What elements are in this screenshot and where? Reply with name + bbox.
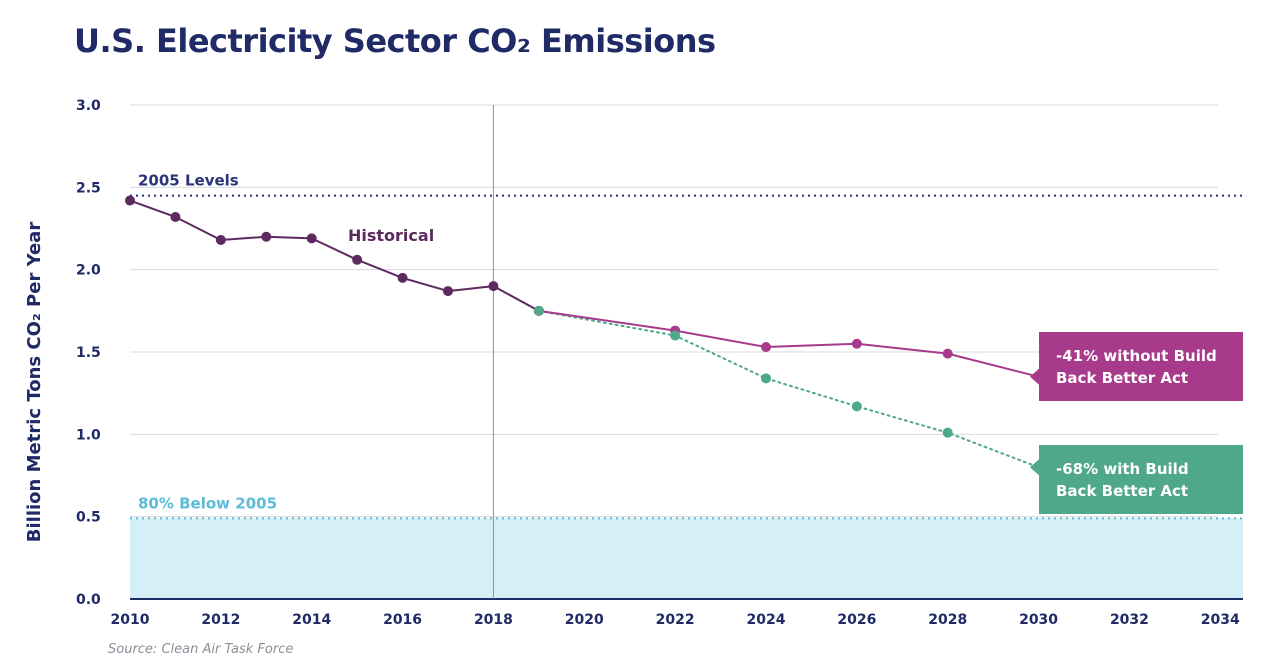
callout-without-bba-box: [1030, 332, 1243, 401]
data-point-historical: [397, 272, 408, 283]
source-note: Source: Clean Air Task Force: [108, 642, 294, 657]
data-point-historical: [215, 235, 226, 246]
callout-without-bba-text: -41% without Build: [1056, 347, 1217, 365]
y-tick-label: 2.5: [76, 180, 101, 196]
x-tick-label: 2032: [1110, 612, 1149, 628]
callout-with-bba-box: [1030, 445, 1243, 514]
x-tick-label: 2026: [837, 612, 876, 628]
reference-label-2005-levels: 2005 Levels: [138, 172, 239, 190]
data-point-with-bba: [942, 427, 953, 438]
x-tick-label: 2018: [474, 612, 513, 628]
x-tick-label: 2016: [383, 612, 422, 628]
data-point-historical: [261, 231, 272, 242]
y-tick-label: 2.0: [76, 263, 101, 279]
y-tick-label: 0.5: [76, 510, 101, 526]
data-point-with-bba: [851, 401, 862, 412]
data-point-historical: [488, 281, 499, 292]
data-point-without-bba: [942, 348, 953, 359]
data-point-with-bba: [761, 373, 771, 384]
reference-label-80-below: 80% Below 2005: [138, 494, 277, 512]
data-point-without-bba: [761, 342, 771, 353]
x-tick-label: 2020: [565, 612, 604, 628]
series-line-historical: [129, 199, 540, 312]
shaded-target-region: [130, 518, 1243, 599]
x-tick-label: 2010: [111, 612, 150, 628]
data-point-historical: [352, 254, 363, 265]
series-label-historical: Historical: [348, 226, 434, 245]
callout-with-bba-text: -68% with Build: [1056, 460, 1189, 478]
y-tick-label: 0.0: [76, 592, 101, 608]
series-line-without-bba: [538, 309, 1039, 378]
x-tick-label: 2014: [292, 612, 331, 628]
y-tick-label: 1.5: [76, 345, 101, 361]
data-point-without-bba: [851, 338, 862, 349]
data-point-historical: [125, 195, 135, 206]
y-axis-label: Billion Metric Tons CO₂ Per Year: [24, 222, 45, 543]
data-point-historical: [306, 233, 317, 244]
chart-title: U.S. Electricity Sector CO₂ Emissions: [74, 22, 716, 60]
x-tick-label: 2024: [747, 612, 786, 628]
x-tick-label: 2034: [1201, 612, 1240, 628]
y-tick-label: 3.0: [76, 98, 101, 114]
data-point-historical: [170, 211, 181, 222]
data-point-with-bba: [670, 330, 681, 341]
callout-with-bba-text: Back Better Act: [1056, 482, 1188, 500]
series-line-with-bba: [537, 309, 1040, 469]
callout-without-bba-text: Back Better Act: [1056, 369, 1188, 387]
x-tick-label: 2030: [1019, 612, 1058, 628]
data-point-with-bba: [533, 305, 544, 316]
y-tick-label: 1.0: [76, 427, 101, 443]
x-tick-label: 2022: [656, 612, 695, 628]
data-point-historical: [443, 286, 453, 297]
x-tick-label: 2028: [928, 612, 967, 628]
x-tick-label: 2012: [201, 612, 240, 628]
